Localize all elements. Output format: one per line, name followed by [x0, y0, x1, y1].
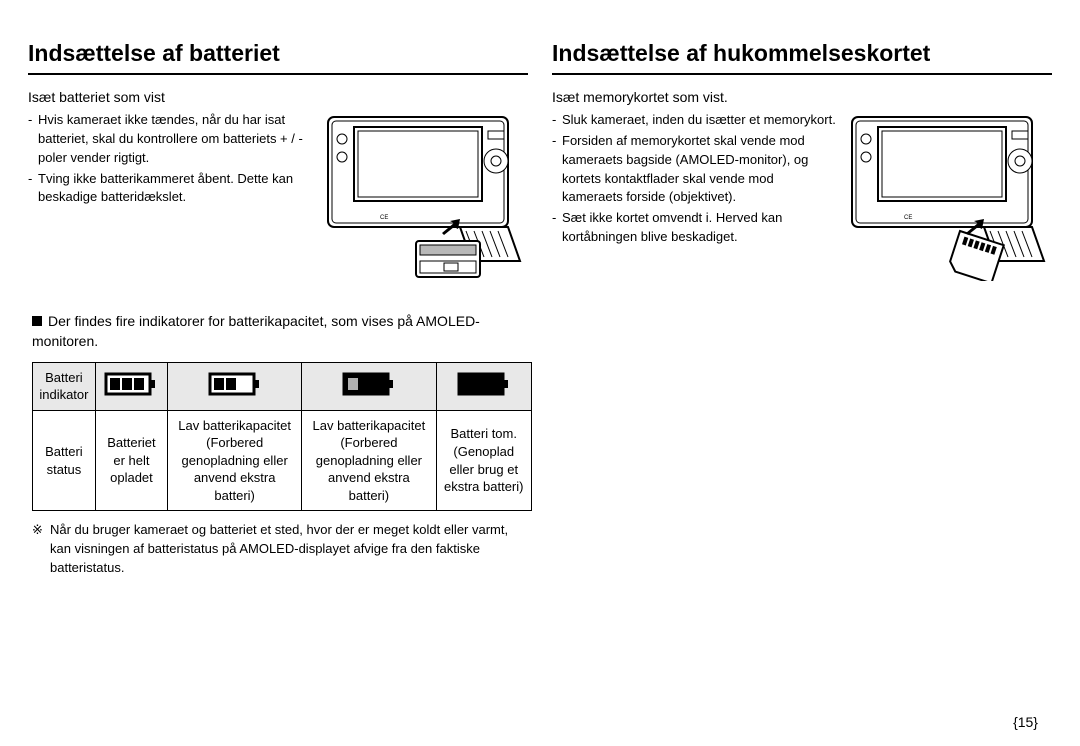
page-number: {15} [1013, 714, 1038, 730]
table-cell-0: Batteriet er helt opladet [95, 410, 167, 511]
battery-bullets: -Hvis kameraet ikke tændes, når du har i… [28, 111, 312, 281]
battery-icon-2bar [168, 362, 302, 410]
memory-bullet-2: Forsiden af memorykortet skal vende mod … [562, 132, 836, 207]
battery-table: Batteri indikator [32, 362, 532, 512]
memory-bullet-3: Sæt ikke kortet omvendt i. Herved kan ko… [562, 209, 836, 247]
col-memory: Indsættelse af hukommelseskortet Isæt me… [552, 40, 1052, 578]
memory-diagram: CE [844, 111, 1052, 281]
table-cell-3: Batteri tom. (Genoplad eller brug et eks… [436, 410, 532, 511]
svg-text:CE: CE [904, 215, 912, 221]
title-battery: Indsættelse af batteriet [28, 40, 528, 75]
note-mark-icon: ※ [32, 521, 50, 578]
svg-text:CE: CE [380, 215, 388, 221]
subhead-memory: Isæt memorykortet som vist. [552, 89, 1052, 105]
battery-bullet-2: Tving ikke batterikammeret åbent. Dette … [38, 170, 312, 208]
square-bullet-icon [32, 316, 42, 326]
battery-icon-full [95, 362, 167, 410]
battery-bullet-1: Hvis kameraet ikke tændes, når du har is… [38, 111, 312, 168]
battery-diagram: CE [320, 111, 528, 281]
indicator-intro: Der findes fire indikatorer for batterik… [28, 311, 528, 352]
table-row1-label: Batteri indikator [33, 362, 96, 410]
subhead-battery: Isæt batteriet som vist [28, 89, 528, 105]
memory-bullets: -Sluk kameraet, inden du isætter et memo… [552, 111, 836, 281]
memory-bullet-1: Sluk kameraet, inden du isætter et memor… [562, 111, 836, 130]
battery-icon-empty [436, 362, 532, 410]
table-cell-1: Lav batterikapacitet (Forbered genopladn… [168, 410, 302, 511]
table-row2-label: Batteri status [33, 410, 96, 511]
title-memory: Indsættelse af hukommelseskortet [552, 40, 1052, 75]
battery-icon-1bar [302, 362, 436, 410]
col-battery: Indsættelse af batteriet Isæt batteriet … [28, 40, 528, 578]
table-cell-2: Lav batterikapacitet (Forbered genopladn… [302, 410, 436, 511]
battery-note: ※ Når du bruger kameraet og batteriet et… [28, 521, 528, 578]
